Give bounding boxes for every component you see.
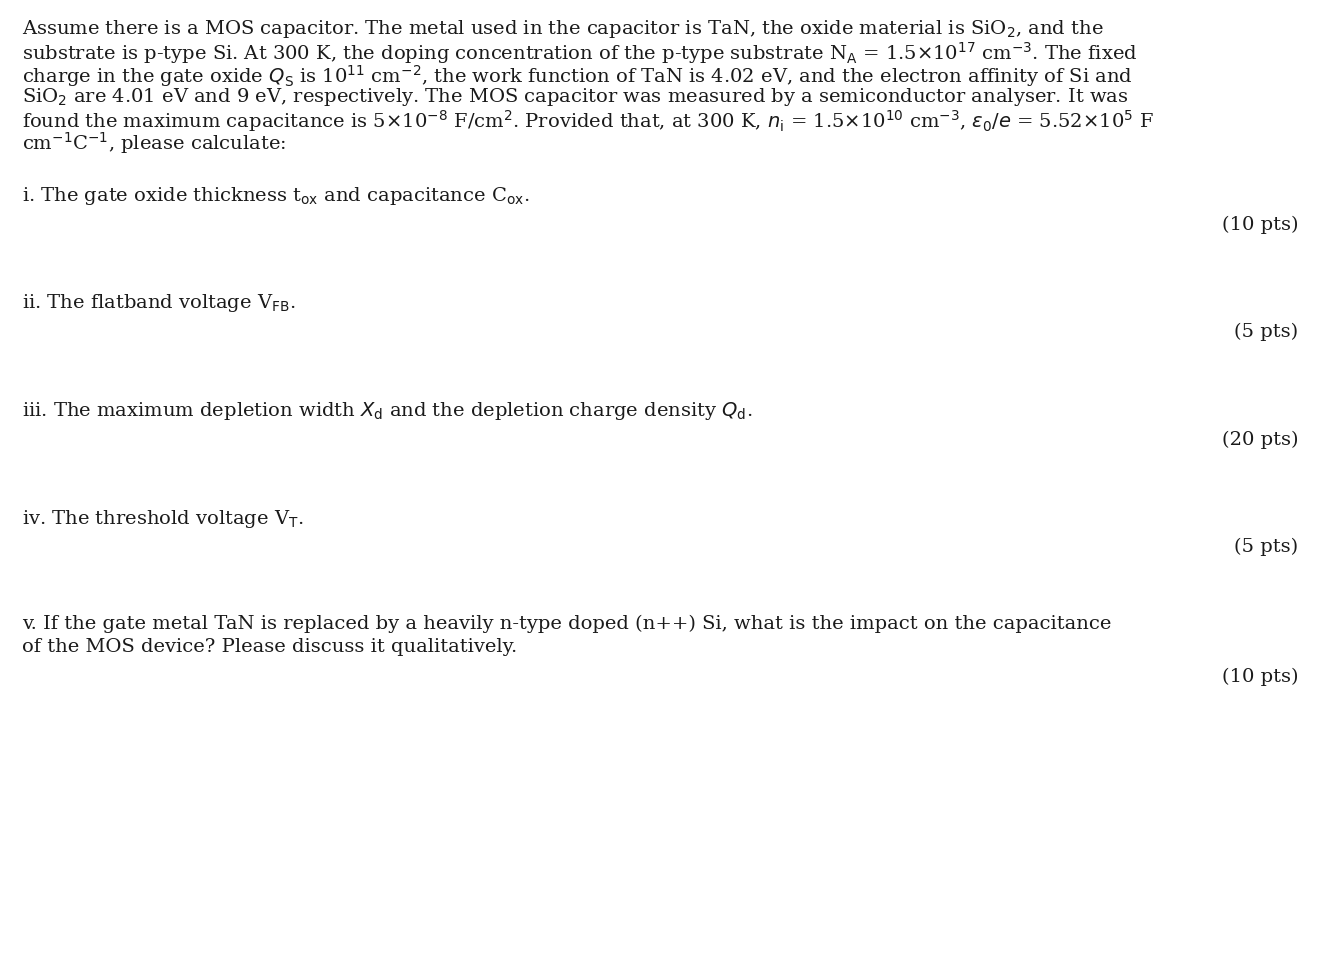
- Text: found the maximum capacitance is 5$\times$10$^{-8}$ F/cm$^2$. Provided that, at : found the maximum capacitance is 5$\time…: [23, 108, 1154, 134]
- Text: charge in the gate oxide $Q_\mathrm{S}$ is 10$^{11}$ cm$^{-2}$, the work functio: charge in the gate oxide $Q_\mathrm{S}$ …: [23, 63, 1132, 89]
- Text: i. The gate oxide thickness t$_\mathrm{ox}$ and capacitance C$_\mathrm{ox}$.: i. The gate oxide thickness t$_\mathrm{o…: [23, 185, 529, 207]
- Text: cm$^{-1}$C$^{-1}$, please calculate:: cm$^{-1}$C$^{-1}$, please calculate:: [23, 130, 286, 156]
- Text: ii. The flatband voltage V$_\mathrm{FB}$.: ii. The flatband voltage V$_\mathrm{FB}$…: [23, 292, 296, 315]
- Text: (20 pts): (20 pts): [1221, 431, 1298, 449]
- Text: iv. The threshold voltage V$_\mathrm{T}$.: iv. The threshold voltage V$_\mathrm{T}$…: [23, 507, 304, 529]
- Text: (10 pts): (10 pts): [1221, 668, 1298, 687]
- Text: Assume there is a MOS capacitor. The metal used in the capacitor is TaN, the oxi: Assume there is a MOS capacitor. The met…: [23, 18, 1103, 40]
- Text: (10 pts): (10 pts): [1221, 216, 1298, 234]
- Text: v. If the gate metal TaN is replaced by a heavily n-type doped (n++) Si, what is: v. If the gate metal TaN is replaced by …: [23, 615, 1111, 633]
- Text: (5 pts): (5 pts): [1235, 323, 1298, 341]
- Text: of the MOS device? Please discuss it qualitatively.: of the MOS device? Please discuss it qua…: [23, 638, 517, 656]
- Text: (5 pts): (5 pts): [1235, 538, 1298, 556]
- Text: iii. The maximum depletion width $X_\mathrm{d}$ and the depletion charge density: iii. The maximum depletion width $X_\mat…: [23, 400, 752, 422]
- Text: substrate is p-type Si. At 300 K, the doping concentration of the p-type substra: substrate is p-type Si. At 300 K, the do…: [23, 40, 1138, 66]
- Text: SiO$_2$ are 4.01 eV and 9 eV, respectively. The MOS capacitor was measured by a : SiO$_2$ are 4.01 eV and 9 eV, respective…: [23, 85, 1128, 107]
